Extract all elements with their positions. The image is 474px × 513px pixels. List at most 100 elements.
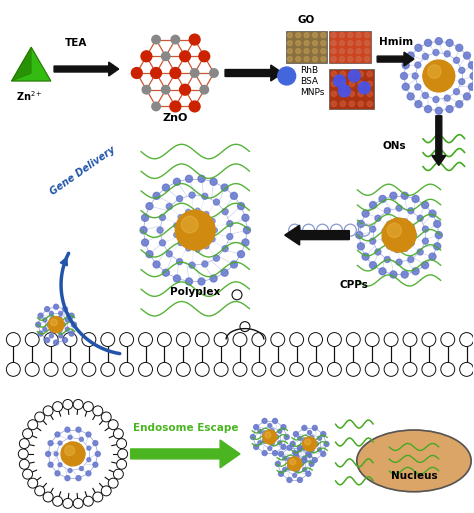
Circle shape <box>93 492 103 502</box>
Circle shape <box>409 241 414 246</box>
Circle shape <box>415 44 422 51</box>
Circle shape <box>281 425 286 429</box>
Circle shape <box>379 268 386 275</box>
Circle shape <box>230 261 237 268</box>
Circle shape <box>356 41 361 46</box>
Circle shape <box>434 221 441 227</box>
Circle shape <box>189 34 200 45</box>
Circle shape <box>25 332 39 346</box>
Circle shape <box>28 478 38 488</box>
Polygon shape <box>131 440 240 468</box>
Circle shape <box>290 362 304 377</box>
Circle shape <box>283 468 287 471</box>
Circle shape <box>358 101 364 107</box>
Circle shape <box>163 269 169 276</box>
Circle shape <box>312 49 318 54</box>
Circle shape <box>175 210 215 250</box>
Circle shape <box>331 56 336 62</box>
Circle shape <box>390 271 397 278</box>
Circle shape <box>227 233 233 240</box>
Text: CPPs: CPPs <box>340 280 369 290</box>
Circle shape <box>367 91 373 96</box>
Circle shape <box>294 467 299 472</box>
Circle shape <box>403 219 408 224</box>
Circle shape <box>151 68 162 78</box>
Circle shape <box>297 478 302 482</box>
Circle shape <box>213 199 219 205</box>
Circle shape <box>287 478 292 482</box>
Circle shape <box>408 256 414 263</box>
Circle shape <box>93 462 98 467</box>
Circle shape <box>321 41 326 46</box>
Circle shape <box>214 332 228 346</box>
Circle shape <box>433 96 439 103</box>
Circle shape <box>86 432 91 437</box>
Circle shape <box>309 436 314 440</box>
Circle shape <box>331 81 337 87</box>
Circle shape <box>362 210 369 217</box>
Circle shape <box>101 412 111 422</box>
Circle shape <box>365 49 370 54</box>
Circle shape <box>269 428 274 433</box>
Circle shape <box>412 73 418 79</box>
Circle shape <box>287 41 292 46</box>
Circle shape <box>53 496 63 506</box>
Text: Nucleus: Nucleus <box>391 471 438 481</box>
Circle shape <box>278 441 282 445</box>
Circle shape <box>63 499 73 508</box>
Circle shape <box>304 41 309 46</box>
Circle shape <box>48 317 64 332</box>
Text: Gene Delivery: Gene Delivery <box>48 145 118 198</box>
Circle shape <box>425 40 431 46</box>
Circle shape <box>331 91 337 96</box>
Polygon shape <box>432 116 446 166</box>
Circle shape <box>287 33 292 38</box>
Circle shape <box>356 33 361 38</box>
Circle shape <box>178 241 183 246</box>
Circle shape <box>304 49 309 54</box>
Circle shape <box>138 362 153 377</box>
Circle shape <box>444 95 450 101</box>
Circle shape <box>346 362 360 377</box>
Circle shape <box>69 313 74 318</box>
Circle shape <box>69 331 74 336</box>
Circle shape <box>365 33 370 38</box>
Circle shape <box>444 51 450 57</box>
Circle shape <box>210 69 218 77</box>
Circle shape <box>312 458 317 463</box>
Circle shape <box>117 439 127 448</box>
Circle shape <box>379 195 386 203</box>
Circle shape <box>212 228 218 232</box>
Circle shape <box>408 208 414 214</box>
Circle shape <box>449 73 455 78</box>
Circle shape <box>254 425 259 429</box>
Circle shape <box>432 86 437 91</box>
Circle shape <box>394 218 400 223</box>
Circle shape <box>163 184 169 191</box>
Circle shape <box>131 68 142 78</box>
Circle shape <box>297 445 302 450</box>
Circle shape <box>254 444 259 449</box>
Circle shape <box>28 420 38 430</box>
Circle shape <box>120 332 134 346</box>
Circle shape <box>384 332 398 346</box>
Circle shape <box>252 332 266 346</box>
Circle shape <box>446 106 453 112</box>
Circle shape <box>302 445 307 450</box>
Circle shape <box>306 451 311 457</box>
Circle shape <box>237 251 245 258</box>
Circle shape <box>269 441 274 446</box>
Circle shape <box>304 56 309 62</box>
Circle shape <box>38 331 43 336</box>
Circle shape <box>459 78 465 85</box>
Text: MNPs: MNPs <box>300 88 324 97</box>
Circle shape <box>177 259 182 265</box>
Circle shape <box>73 499 83 508</box>
Circle shape <box>302 438 307 443</box>
Circle shape <box>202 261 208 267</box>
Circle shape <box>312 41 318 46</box>
Text: Endosome Escape: Endosome Escape <box>133 423 238 433</box>
Circle shape <box>423 73 428 78</box>
Circle shape <box>288 457 301 471</box>
Text: RhB: RhB <box>300 66 318 75</box>
